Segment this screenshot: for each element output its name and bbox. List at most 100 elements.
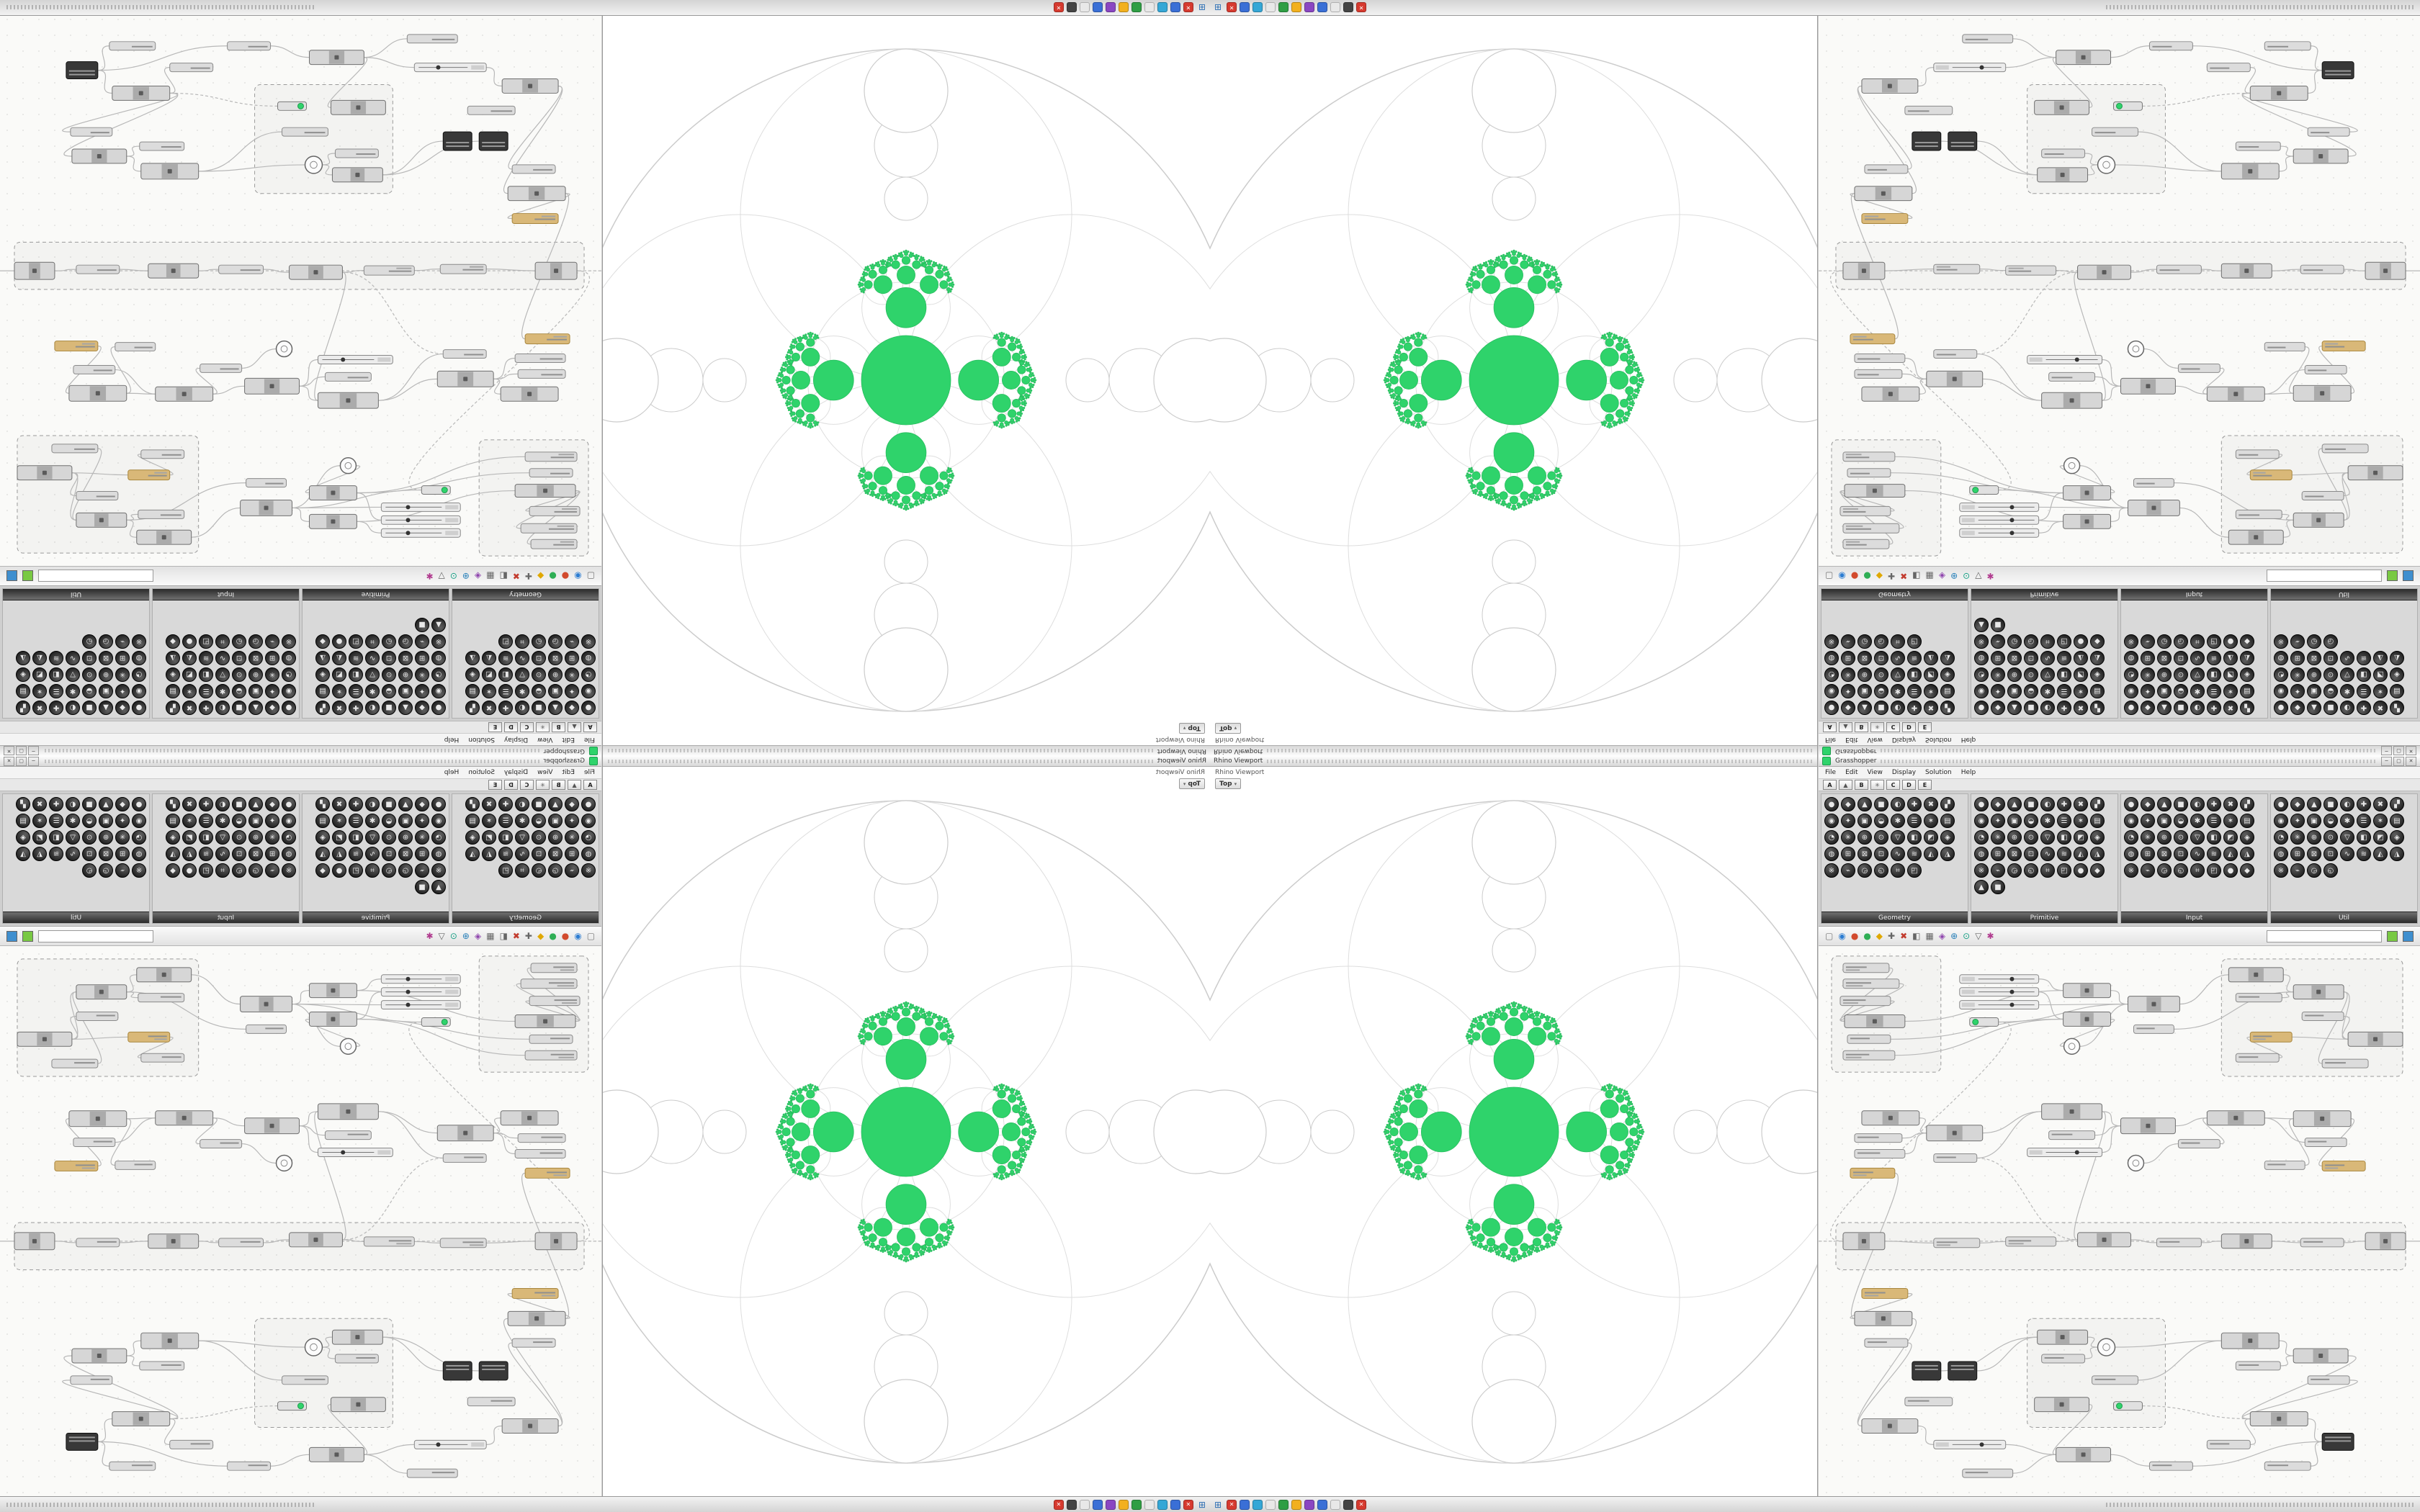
component-icon[interactable]: ●: [1974, 797, 1989, 811]
menu-solution[interactable]: Solution: [468, 736, 495, 743]
taskbar-app-icon[interactable]: [1079, 1499, 1090, 1510]
node-parameter[interactable]: [2092, 1375, 2138, 1385]
node-slider[interactable]: [1933, 63, 2007, 73]
rhino-viewport[interactable]: Rhino Viewport Top ▾: [603, 767, 1210, 1496]
component-icon[interactable]: ▞: [2090, 701, 2105, 715]
menu-file[interactable]: File: [583, 736, 595, 743]
component-icon[interactable]: ✚: [2057, 797, 2071, 811]
component-icon[interactable]: ✖: [182, 797, 197, 811]
component-icon[interactable]: ⌁: [415, 634, 429, 649]
component-icon[interactable]: ✚: [2357, 797, 2371, 811]
node-parameter[interactable]: [73, 364, 116, 374]
component-icon[interactable]: ◉: [581, 814, 596, 828]
node-slider[interactable]: [380, 987, 461, 997]
menu-file[interactable]: File: [1825, 769, 1837, 776]
node-parameter[interactable]: [76, 1012, 119, 1021]
component-icon[interactable]: ▞: [166, 701, 180, 715]
node-component[interactable]: [2063, 983, 2112, 999]
component-icon[interactable]: ◒: [232, 684, 246, 698]
node-circle[interactable]: [339, 1038, 357, 1055]
component-icon[interactable]: ▣: [1857, 814, 1872, 828]
component-icon[interactable]: ✖: [2074, 797, 2088, 811]
node-parameter[interactable]: [218, 264, 264, 274]
palette-panel-header[interactable]: Util: [2271, 589, 2417, 600]
node-panel[interactable]: [442, 131, 472, 151]
node-slider[interactable]: [1959, 502, 2040, 512]
component-icon[interactable]: ✱: [2340, 814, 2354, 828]
component-icon[interactable]: ✳: [415, 667, 429, 682]
component-icon[interactable]: ☰: [349, 814, 363, 828]
component-icon[interactable]: ◩: [482, 667, 496, 682]
node-parameter[interactable]: [467, 105, 516, 115]
taskbar-app-icon[interactable]: [1240, 1499, 1250, 1510]
open-file-icon[interactable]: ◉: [574, 931, 582, 941]
component-icon[interactable]: ◉: [132, 684, 146, 698]
menu-display[interactable]: Display: [503, 736, 529, 743]
component-icon[interactable]: ■: [1874, 797, 1888, 811]
component-icon[interactable]: ▽: [215, 830, 230, 845]
node-slider[interactable]: [2027, 1148, 2103, 1157]
pull-down-icon[interactable]: ▽: [438, 931, 445, 941]
node-toggle[interactable]: [277, 1401, 307, 1411]
component-icon[interactable]: ◆: [166, 863, 180, 878]
node-parameter[interactable]: [517, 369, 566, 379]
component-icon[interactable]: ▤: [2240, 684, 2254, 698]
component-icon[interactable]: ◵: [82, 634, 97, 649]
node-parameter[interactable]: [1933, 1153, 1978, 1163]
gumball-icon[interactable]: ◈: [1938, 571, 1946, 581]
component-icon[interactable]: ⌗: [215, 863, 230, 878]
node-highlighted[interactable]: [524, 333, 570, 345]
taskbar-app-icon[interactable]: [1092, 2, 1103, 13]
component-icon[interactable]: ◆: [1991, 701, 2005, 715]
component-icon[interactable]: ⌗: [1891, 863, 1905, 878]
component-icon[interactable]: ●: [1974, 701, 1989, 715]
gh-tab-d[interactable]: D: [504, 780, 518, 790]
taskbar-app-icon[interactable]: [1330, 2, 1341, 13]
component-icon[interactable]: ◩: [482, 830, 496, 845]
node-parameter[interactable]: [1839, 505, 1891, 516]
component-icon[interactable]: ⌁: [1841, 634, 1855, 649]
component-icon[interactable]: ◔: [581, 830, 596, 845]
node-parameter[interactable]: [282, 1375, 328, 1385]
gh-titlebar[interactable]: Grasshopper ─ ▢ ✕: [1819, 756, 2420, 767]
palette-panel-header[interactable]: Primitive: [1971, 589, 2118, 600]
taskbar-app-icon[interactable]: ✕: [1227, 1499, 1237, 1510]
palette-panel-header[interactable]: Input: [153, 589, 299, 600]
component-icon[interactable]: ⌁: [415, 863, 429, 878]
node-circle[interactable]: [2127, 340, 2145, 358]
component-icon[interactable]: ◈: [315, 667, 330, 682]
component-icon[interactable]: ⊠: [398, 651, 413, 665]
component-icon[interactable]: ◈: [2390, 830, 2404, 845]
component-icon[interactable]: ⊙: [1874, 830, 1888, 845]
component-icon[interactable]: ◐: [66, 797, 80, 811]
taskbar-app-icon[interactable]: [1317, 1499, 1328, 1510]
node-parameter[interactable]: [2321, 444, 2369, 454]
component-icon[interactable]: ⊡: [2174, 651, 2188, 665]
taskbar-app-icon[interactable]: [1066, 1499, 1077, 1510]
component-icon[interactable]: ◭: [2223, 651, 2238, 665]
component-icon[interactable]: ✶: [1924, 814, 1938, 828]
component-icon[interactable]: ◉: [1824, 684, 1839, 698]
component-icon[interactable]: ◮: [16, 651, 30, 665]
component-icon[interactable]: ≋: [49, 651, 63, 665]
component-icon[interactable]: ●: [581, 701, 596, 715]
component-icon[interactable]: ◵: [532, 634, 546, 649]
component-icon[interactable]: ✱: [215, 814, 230, 828]
component-icon[interactable]: ▲: [548, 797, 563, 811]
component-icon[interactable]: ≋: [49, 847, 63, 861]
component-icon[interactable]: ▽: [2340, 830, 2354, 845]
component-icon[interactable]: ✶: [332, 814, 346, 828]
component-icon[interactable]: ◔: [2274, 830, 2288, 845]
component-icon[interactable]: ◵: [2174, 634, 2188, 649]
component-icon[interactable]: ✱: [515, 814, 529, 828]
component-icon[interactable]: ⊠: [2157, 847, 2172, 861]
node-parameter[interactable]: [1933, 349, 1978, 359]
node-parameter[interactable]: [334, 1354, 379, 1364]
component-icon[interactable]: ⊕: [2007, 667, 2022, 682]
node-component[interactable]: [308, 983, 357, 999]
component-icon[interactable]: ≋: [1907, 847, 1922, 861]
component-icon[interactable]: ⊙: [1874, 667, 1888, 682]
component-icon[interactable]: ⊞: [1991, 847, 2005, 861]
component-icon[interactable]: ⊞: [415, 847, 429, 861]
component-icon[interactable]: ⊠: [2007, 847, 2022, 861]
